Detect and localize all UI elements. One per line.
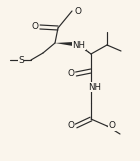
Text: O: O xyxy=(32,22,38,30)
Text: O: O xyxy=(67,122,74,131)
Text: NH: NH xyxy=(88,82,102,91)
Text: S: S xyxy=(18,56,24,65)
Text: O: O xyxy=(67,68,74,77)
Text: O: O xyxy=(108,122,115,131)
Polygon shape xyxy=(55,42,73,46)
Text: NH: NH xyxy=(73,41,86,49)
Text: O: O xyxy=(74,6,81,15)
